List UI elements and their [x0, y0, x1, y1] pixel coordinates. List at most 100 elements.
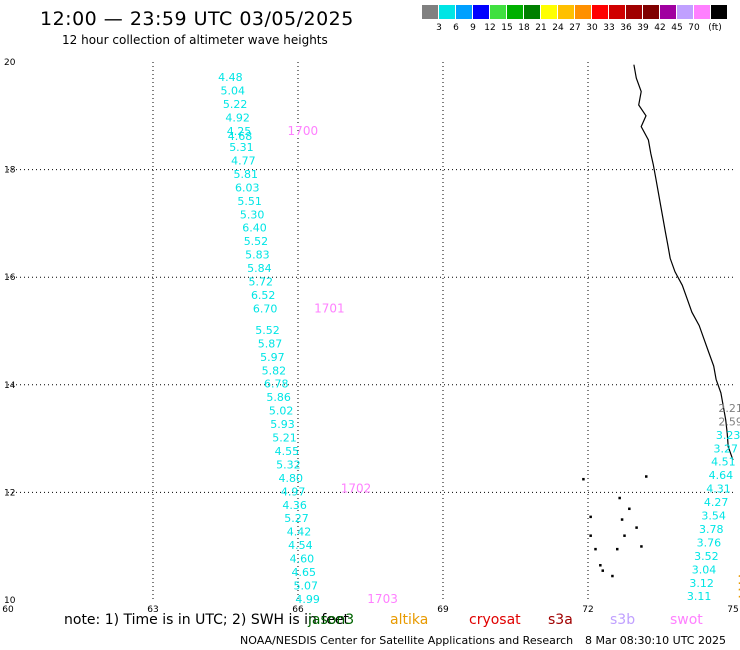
wave-height-value: 4.54 [288, 539, 313, 552]
legend-swatch [541, 5, 557, 19]
wave-height-value: 4.97 [281, 485, 306, 498]
satellite-s3a: s3a [548, 612, 573, 628]
island [589, 515, 592, 519]
wave-height-value: 5.22 [223, 98, 248, 111]
wave-height-value: 5.30 [240, 208, 265, 221]
legend-swatch [473, 5, 489, 19]
legend-label: 30 [586, 23, 598, 33]
wave-height-value: 5.07 [293, 579, 318, 592]
wave-height-value: 5.27 [284, 512, 309, 525]
lon-tick-label: 69 [437, 605, 449, 615]
coastal-wave-height-value: 3.11 [687, 590, 712, 603]
island [640, 545, 643, 548]
wave-height-value: 4.42 [287, 526, 312, 539]
wave-height-value: 5.81 [234, 168, 259, 181]
island [582, 477, 585, 481]
wave-height-value: 4.68 [228, 130, 253, 143]
legend-swatch [575, 5, 591, 19]
legend-label: 15 [501, 23, 513, 33]
satellite-s3b: s3b [610, 612, 636, 628]
wave-height-value: 6.78 [264, 378, 289, 391]
legend-label: 12 [484, 23, 496, 33]
legend-label: 42 [654, 23, 666, 33]
legend-swatch [694, 5, 710, 19]
lon-tick-label: 66 [292, 605, 304, 615]
wave-height-value: 5.86 [266, 391, 291, 404]
legend-label: 9 [470, 23, 476, 33]
wave-height-value: 4.60 [290, 553, 315, 566]
lon-tick-label: 72 [582, 605, 593, 615]
satellite-jason3: jason3 [308, 612, 355, 628]
lat-tick-label: 12 [4, 488, 15, 498]
wave-height-value: 5.31 [229, 141, 254, 154]
legend-unit: (ft) [708, 23, 722, 33]
coastal-wave-height-value: 2.59 [718, 415, 740, 428]
legend-label: 33 [603, 23, 615, 33]
wave-height-value: 5.82 [262, 364, 287, 377]
satellite-cryosat: cryosat [469, 612, 521, 628]
legend-label: 21 [535, 23, 547, 33]
legend-swatch [592, 5, 608, 19]
chart-subtitle: 12 hour collection of altimeter wave hei… [62, 33, 328, 47]
wave-height-value: 4.65 [292, 566, 317, 579]
wave-height-value: 6.52 [251, 289, 276, 302]
wave-height-value: 5.02 [269, 405, 294, 418]
coastal-wave-height-value: 3.04 [692, 563, 717, 576]
lat-tick-label: 10 [4, 596, 16, 606]
wave-height-value: 6.70 [253, 302, 278, 315]
legend-swatch [609, 5, 625, 19]
legend-label: 6 [453, 23, 459, 33]
wave-height-value: 4.80 [279, 472, 304, 485]
wave-height-value: 4.25 [227, 125, 252, 138]
coastal-wave-height-value: 3.54 [701, 510, 726, 523]
legend-label: 24 [552, 23, 564, 33]
wave-height-value: 5.72 [249, 276, 274, 289]
wave-height-value: 4.92 [225, 111, 250, 124]
satellite-altika: altika [390, 612, 429, 628]
wave-height-value: 4.48 [218, 71, 243, 84]
legend-swatch [524, 5, 540, 19]
legend-label: 70 [688, 23, 700, 33]
legend-label: 3 [436, 23, 442, 33]
island [635, 526, 638, 529]
island [616, 547, 619, 551]
legend-label: 27 [569, 23, 581, 33]
coastline [633, 64, 734, 461]
wave-height-value: 6.40 [242, 222, 267, 235]
lon-tick-label: 60 [2, 605, 14, 615]
coastal-wave-height-value: 3.23 [716, 429, 740, 442]
island [620, 518, 624, 521]
island [599, 564, 602, 567]
coastal-wave-height-value: 3.78 [699, 523, 724, 536]
legend-swatch [558, 5, 574, 19]
coastal-wave-height-value: 4.64 [709, 469, 734, 482]
generated-timestamp: 8 Mar 08:30:10 UTC 2025 [585, 634, 726, 647]
coastal-wave-height-value: 4.27 [704, 496, 729, 509]
wave-height-value: 5.32 [276, 458, 301, 471]
legend-swatch [643, 5, 659, 19]
wave-height-value: 4.99 [295, 593, 320, 606]
legend-swatch [711, 5, 727, 19]
legend-swatch [456, 5, 472, 19]
island [594, 547, 597, 551]
legend-label: 18 [518, 23, 530, 33]
coastal-wave-height-value: 4.31 [706, 483, 731, 496]
pass-time-label: 1700 [288, 124, 319, 138]
island [601, 569, 604, 572]
island [618, 496, 621, 500]
island [589, 534, 592, 537]
legend-swatch [422, 5, 438, 19]
lat-tick-label: 20 [4, 58, 16, 68]
wave-height-value: 5.87 [258, 337, 283, 350]
legend-label: 36 [620, 23, 632, 33]
legend-swatch [439, 5, 455, 19]
island [645, 475, 648, 478]
island [611, 574, 614, 578]
wave-height-value: 5.93 [270, 418, 295, 431]
pass-time-label: 1703 [367, 592, 398, 606]
legend-swatch [660, 5, 676, 19]
wave-height-value: 5.52 [255, 324, 280, 337]
footer-note: note: 1) Time is in UTC; 2) SWH is in fe… [64, 612, 350, 628]
lat-tick-label: 14 [4, 381, 16, 391]
